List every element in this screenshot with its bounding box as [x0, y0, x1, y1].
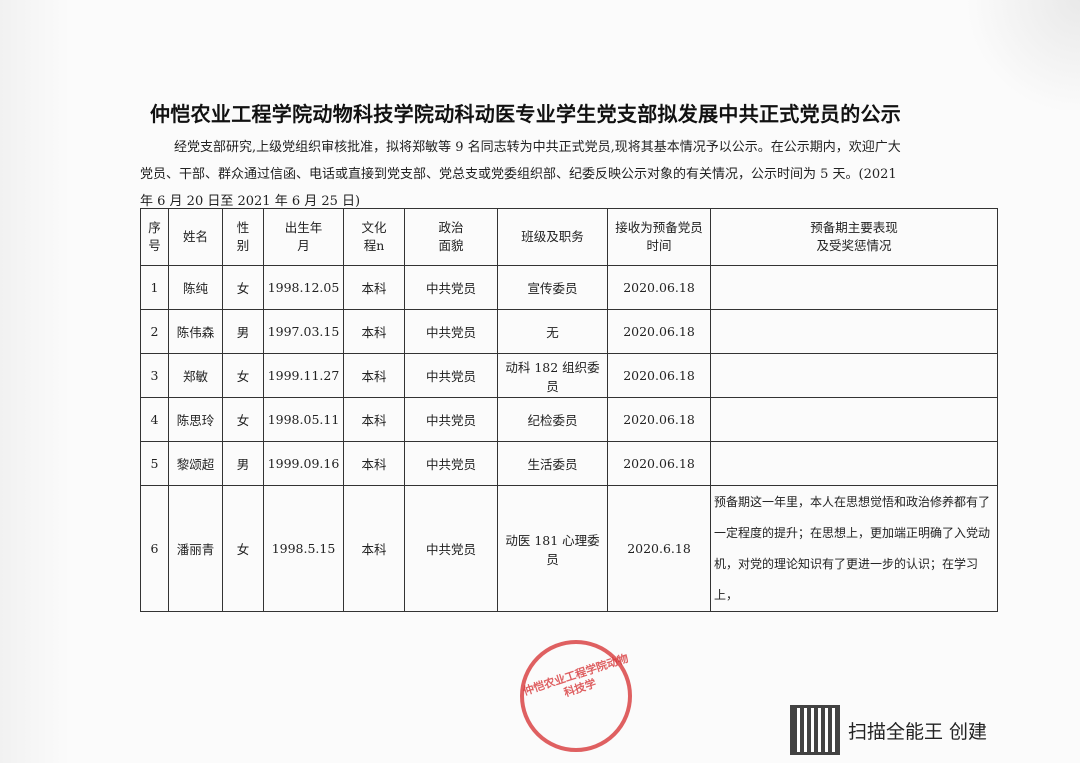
- cell-date: 2020.06.18: [607, 441, 711, 486]
- cell-political: 中共党员: [404, 397, 498, 442]
- watermark-text: 扫描全能王 创建: [848, 720, 988, 743]
- cell-edu: 本科: [343, 485, 405, 612]
- intro-line: 年 6 月 20 日至 2021 年 6 月 25 日): [140, 194, 361, 209]
- cell-name: 陈伟森: [168, 309, 223, 354]
- cell-date: 2020.06.18: [607, 265, 711, 310]
- cell-note: [710, 441, 998, 486]
- cell-no: 3: [140, 353, 169, 398]
- cell-birth: 1998.5.15: [263, 485, 344, 612]
- cell-gender: 男: [222, 441, 264, 486]
- cell-edu: 本科: [343, 353, 405, 398]
- cell-role: 无: [497, 309, 608, 354]
- cell-note: [710, 265, 998, 310]
- cell-name: 陈纯: [168, 265, 223, 310]
- cell-no: 5: [140, 441, 169, 486]
- page-shadow: [960, 0, 1080, 110]
- table-row: 2 陈伟森男 1997.03.15 本科 中共党员无 2020.06.18: [140, 309, 998, 354]
- cell-birth: 1998.12.05: [263, 265, 344, 310]
- cell-political: 中共党员: [404, 485, 498, 612]
- intro-line: 党员、干部、群众通过信函、电话或直接到党支部、党总支或党委组织部、纪委反映公示对…: [140, 167, 897, 182]
- cell-name: 陈思玲: [168, 397, 223, 442]
- cell-gender: 女: [222, 485, 264, 612]
- cell-no: 2: [140, 309, 169, 354]
- cell-edu: 本科: [343, 309, 405, 354]
- header-no: 序号: [140, 208, 169, 266]
- cell-note: [710, 353, 998, 398]
- cell-date: 2020.06.18: [607, 309, 711, 354]
- header-name: 姓名: [168, 208, 223, 266]
- cell-edu: 本科: [343, 265, 405, 310]
- official-seal: [520, 640, 632, 752]
- cell-no: 1: [140, 265, 169, 310]
- scanner-watermark: 扫描全能王 创建: [790, 705, 987, 755]
- cell-birth: 1997.03.15: [263, 309, 344, 354]
- cell-role: 动科 182 组织委员: [497, 353, 608, 398]
- cell-political: 中共党员: [404, 309, 498, 354]
- cell-role: 纪检委员: [497, 397, 608, 442]
- qr-code-icon: [790, 705, 840, 755]
- cell-edu: 本科: [343, 441, 405, 486]
- table-row: 4 陈思玲女 1998.05.11 本科 中共党员 纪检委员 2020.06.18: [140, 397, 998, 442]
- table-header-row: 序号 姓名 性别 出生年月 文化程n 政治面貌 班级及职务 接收为预备党员时间 …: [140, 208, 998, 266]
- cell-no: 6: [140, 485, 169, 612]
- table-row: 5 黎颂超男 1999.09.16 本科 中共党员 生活委员 2020.06.18: [140, 441, 998, 486]
- page-shadow: [0, 0, 70, 763]
- cell-political: 中共党员: [404, 353, 498, 398]
- header-date: 接收为预备党员时间: [607, 208, 711, 266]
- cell-note: [710, 397, 998, 442]
- cell-role: 宣传委员: [497, 265, 608, 310]
- header-note: 预备期主要表现及受奖惩情况: [710, 208, 998, 266]
- cell-gender: 女: [222, 265, 264, 310]
- cell-note: [710, 309, 998, 354]
- cell-gender: 女: [222, 397, 264, 442]
- header-gender: 性别: [222, 208, 264, 266]
- cell-name: 黎颂超: [168, 441, 223, 486]
- header-education: 文化程n: [343, 208, 405, 266]
- cell-edu: 本科: [343, 397, 405, 442]
- cell-name: 郑敏: [168, 353, 223, 398]
- cell-role: 生活委员: [497, 441, 608, 486]
- cell-political: 中共党员: [404, 441, 498, 486]
- intro-paragraph: 经党支部研究,上级党组织审核批准，拟将郑敏等 9 名同志转为中共正式党员,现将其…: [140, 134, 1000, 215]
- cell-birth: 1998.05.11: [263, 397, 344, 442]
- table-row: 1 陈纯女 1998.12.05 本科 中共党员 宣传委员 2020.06.18: [140, 265, 998, 310]
- intro-line: 经党支部研究,上级党组织审核批准，拟将郑敏等 9 名同志转为中共正式党员,现将其…: [174, 140, 901, 155]
- cell-birth: 1999.09.16: [263, 441, 344, 486]
- cell-role: 动医 181 心理委员: [497, 485, 608, 612]
- cell-date: 2020.6.18: [607, 485, 711, 612]
- header-political: 政治面貌: [404, 208, 498, 266]
- cell-no: 4: [140, 397, 169, 442]
- candidates-table: 序号 姓名 性别 出生年月 文化程n 政治面貌 班级及职务 接收为预备党员时间 …: [140, 208, 998, 612]
- cell-date: 2020.06.18: [607, 353, 711, 398]
- cell-birth: 1999.11.27: [263, 353, 344, 398]
- header-role: 班级及职务: [497, 208, 608, 266]
- table-row: 6 潘丽青女 1998.5.15 本科 中共党员 动医 181 心理委员 2020.6.18…: [140, 485, 998, 612]
- cell-gender: 男: [222, 309, 264, 354]
- cell-gender: 女: [222, 353, 264, 398]
- cell-political: 中共党员: [404, 265, 498, 310]
- table-row: 3 郑敏女 1999.11.27 本科 中共党员 动科 182 组织委员 2020.06.1…: [140, 353, 998, 398]
- cell-name: 潘丽青: [168, 485, 223, 612]
- document-title: 仲恺农业工程学院动物科技学院动科动医专业学生党支部拟发展中共正式党员的公示: [150, 102, 902, 126]
- header-birth: 出生年月: [263, 208, 344, 266]
- cell-date: 2020.06.18: [607, 397, 711, 442]
- cell-note: 预备期这一年里，本人在思想觉悟和政治修养都有了一定程度的提升；在思想上，更加端正…: [710, 485, 998, 612]
